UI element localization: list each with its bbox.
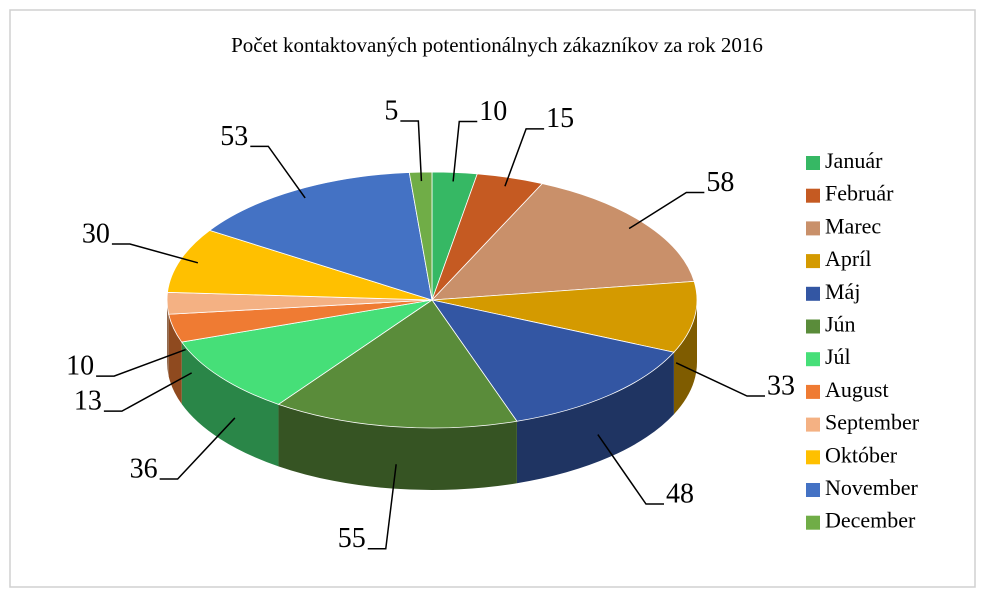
legend-label: August (825, 377, 889, 402)
legend-label: Október (825, 442, 898, 467)
pie-side (167, 300, 169, 377)
pie-top (166, 171, 698, 429)
leader-line (250, 145, 306, 199)
legend-label: Apríl (825, 246, 871, 271)
legend-swatch (806, 156, 820, 170)
data-label: 5 (384, 95, 398, 126)
legend-label: November (825, 475, 919, 500)
leader-line (96, 348, 186, 377)
legend-swatch (806, 352, 820, 367)
pie-side (181, 342, 279, 467)
data-label: 33 (767, 370, 795, 401)
legend-label: Január (825, 148, 883, 173)
pie-slice (181, 299, 433, 405)
data-label: 55 (338, 523, 366, 554)
legend-label: September (825, 410, 920, 435)
pie-slice (277, 299, 518, 429)
leader-line (597, 434, 664, 505)
chart-title: Počet kontaktovaných potentionálnych zák… (231, 33, 763, 57)
legend-label: Február (825, 181, 894, 206)
data-label: 58 (706, 167, 734, 198)
leader-line (504, 128, 545, 187)
pie-sides (167, 300, 697, 490)
leader-line (675, 362, 766, 397)
legend-swatch (806, 384, 820, 399)
data-label: 10 (66, 351, 94, 382)
data-label: 30 (82, 218, 110, 249)
legend-swatch (806, 450, 820, 465)
pie-slice (208, 172, 433, 301)
pie-slice (431, 299, 675, 422)
data-label: 36 (130, 453, 158, 484)
pie-side (278, 404, 517, 490)
pie-slice (167, 229, 433, 301)
legend-swatch (806, 188, 820, 203)
leader-line (159, 417, 236, 480)
legend-label: December (825, 508, 916, 533)
legend-swatch (806, 319, 820, 334)
leader-line (628, 191, 705, 230)
legend-swatch (806, 254, 820, 269)
leader-line (111, 243, 199, 264)
leader-line (400, 120, 423, 182)
data-label: 15 (546, 103, 574, 134)
pie-slice (431, 183, 695, 301)
legend-swatch (806, 221, 820, 236)
legend-swatch (806, 417, 820, 432)
leader-line (452, 120, 478, 182)
legend-label: Júl (825, 344, 851, 369)
data-label: 53 (220, 121, 248, 152)
legend-label: Máj (825, 279, 860, 304)
leader-line (103, 372, 193, 412)
legend-swatch (806, 515, 820, 530)
pie-side (168, 314, 182, 405)
leader-line (367, 464, 397, 550)
legend-swatch (806, 286, 820, 301)
data-label: 48 (666, 478, 694, 509)
pie-side (673, 300, 697, 415)
pie-slice (431, 280, 698, 353)
legend-label: Jún (825, 312, 856, 337)
pie-side (516, 352, 674, 484)
data-label: 13 (74, 386, 102, 417)
legend-swatch (806, 483, 820, 497)
data-label: 10 (479, 96, 507, 127)
legend-label: Marec (825, 213, 881, 238)
